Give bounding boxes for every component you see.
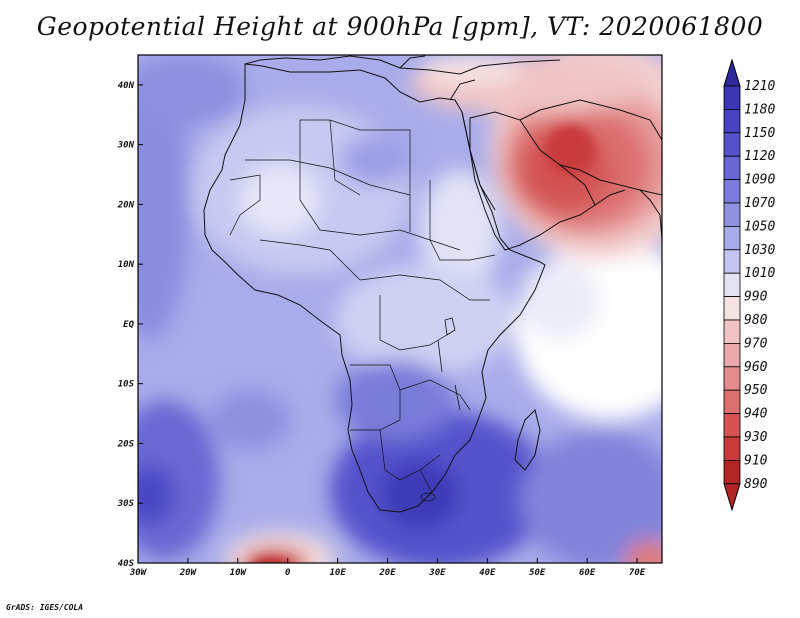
colorbar-label: 1090 [744, 173, 775, 188]
map-title: Geopotential Height at 900hPa [gpm], VT:… [36, 12, 764, 41]
colorbar-segment [723, 109, 741, 134]
colorbar-segment [723, 155, 741, 180]
y-tick-label: 40N [118, 81, 135, 91]
colorbar-label: 1180 [744, 102, 775, 117]
colorbar-segment [723, 342, 741, 368]
colorbar-segment [723, 132, 741, 157]
colorbar-segment [723, 179, 741, 204]
axes: 30W 20W 10W 0 10E 20E 30E 40E 50E 60E 70E 40N 30N 20N… [117, 81, 646, 578]
x-tick-label: 70E [629, 568, 646, 578]
colorbar-label: 960 [744, 360, 768, 375]
y-tick-label: 10N [118, 260, 135, 270]
y-tick-label: EQ [123, 320, 134, 330]
x-tick-label: 10W [230, 568, 248, 578]
credit-label: GrADS: IGES/COLA [6, 603, 84, 612]
colorbar-segment [723, 413, 741, 438]
y-tick-label: 30N [117, 141, 135, 151]
plot-frame [137, 54, 663, 564]
colorbar-label: 1050 [744, 219, 775, 234]
colorbar-segment [723, 202, 741, 227]
colorbar-segment [723, 225, 741, 251]
colorbar-segment [723, 436, 741, 461]
colorbar-label: 890 [744, 477, 768, 492]
colorbar-label: 930 [744, 430, 768, 445]
colorbar-label: 1150 [744, 126, 775, 141]
x-tick-label: 10E [329, 568, 346, 578]
colorbar-label: 1120 [744, 149, 775, 164]
x-tick-label: 40E [479, 568, 496, 578]
x-tick-label: 50E [529, 568, 546, 578]
colorbar-segment [723, 85, 741, 110]
colorbar-label: 1030 [744, 243, 775, 258]
colorbar-top-arrow [723, 58, 741, 87]
height-field-shading [138, 55, 662, 563]
x-tick-label: 0 [285, 568, 291, 578]
colorbar-segment [723, 389, 741, 415]
colorbar-segment [723, 366, 741, 391]
y-tick-label: 20S [117, 439, 135, 449]
coastlines [203, 55, 662, 513]
y-tick-label: 40S [118, 559, 135, 569]
x-tick-label: 20E [378, 568, 396, 578]
x-tick-label: 30W [129, 568, 148, 578]
colorbar-label: 1070 [744, 196, 775, 211]
x-tick-label: 30E [428, 568, 446, 578]
colorbar-bottom-arrow [723, 483, 741, 512]
x-tick-label: 20W [179, 568, 198, 578]
x-tick-label: 60E [579, 568, 596, 578]
colorbar-segment [723, 459, 741, 485]
colorbar-label: 1010 [744, 266, 775, 281]
colorbar-segment [723, 249, 741, 274]
colorbar-segment [723, 296, 741, 321]
colorbar-label: 910 [744, 453, 768, 468]
colorbar-label: 950 [744, 383, 768, 398]
colorbar: 1210 1180 1150 1120 1090 1070 1050 1030 1010 990 9… [723, 58, 775, 512]
y-tick-label: 10S [118, 380, 135, 390]
colorbar-label: 940 [744, 407, 768, 422]
colorbar-segment [723, 319, 741, 344]
colorbar-label: 970 [744, 336, 768, 351]
y-tick-label: 30S [117, 499, 135, 509]
y-tick-label: 20N [117, 200, 135, 210]
colorbar-label: 980 [744, 313, 768, 328]
colorbar-label: 990 [744, 290, 768, 305]
colorbar-segment [723, 272, 741, 298]
colorbar-label: 1210 [744, 79, 775, 94]
